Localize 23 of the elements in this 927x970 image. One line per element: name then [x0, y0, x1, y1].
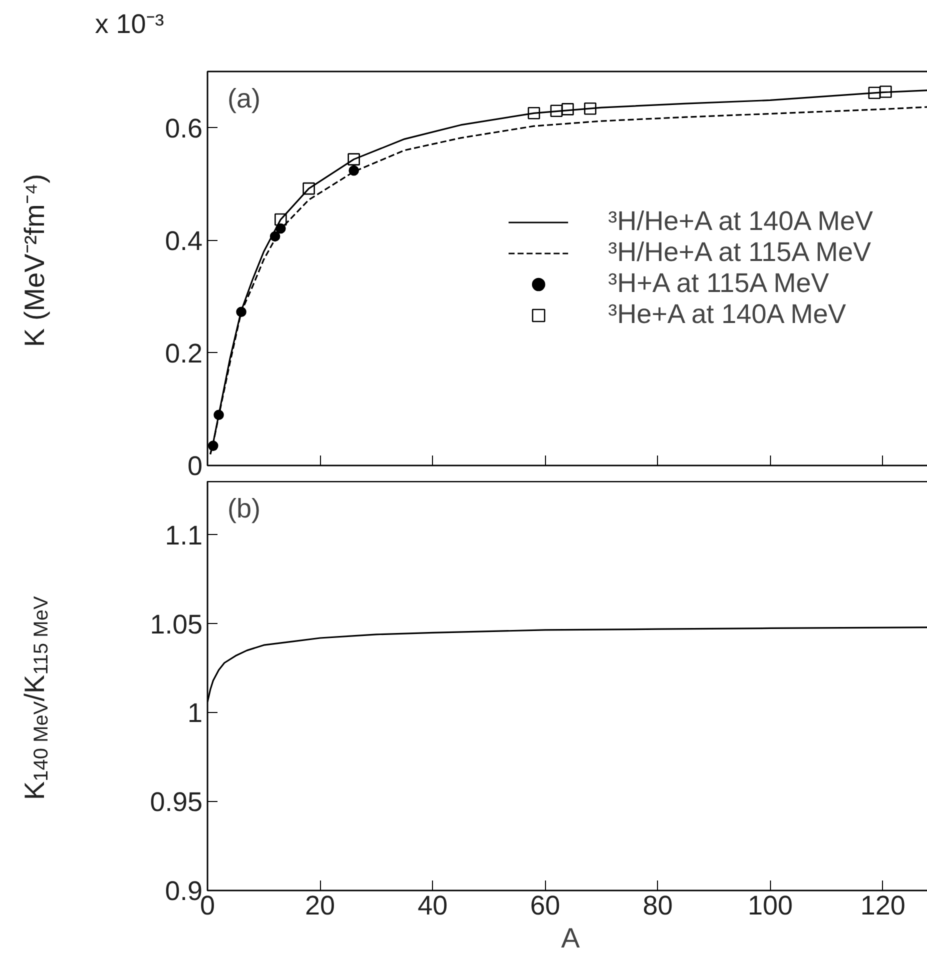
legend-label: ³H/He+A at 140A MeV	[608, 206, 873, 237]
y-tick-label: 0.95	[150, 787, 203, 818]
x-tick-label: 20	[305, 890, 336, 920]
y-tick-label: 0	[187, 451, 203, 481]
y-tick-label: 1.1	[164, 520, 203, 550]
y-tick-label: 0.6	[164, 113, 203, 144]
legend-label: ³H/He+A at 115A MeV	[608, 237, 871, 268]
y-tick-label: 1	[187, 698, 203, 728]
x-axis-title: A	[561, 922, 580, 954]
x-tick-label: 100	[748, 890, 793, 920]
y-axis-title: K (MeV⁻²fm⁻⁴)	[18, 174, 51, 348]
text: x 10⁻³	[95, 8, 164, 41]
legend-label: ³H+A at 115A MeV	[608, 268, 829, 299]
x-tick-label: 80	[642, 890, 673, 920]
x-tick-label: 40	[418, 890, 448, 920]
y-tick-label: 0.2	[164, 338, 203, 368]
y-tick-label: 1.05	[150, 609, 203, 640]
annotation: (b)	[228, 494, 260, 524]
x-tick-label: 60	[530, 890, 560, 920]
annotation: (a)	[228, 84, 260, 114]
legend-label: ³He+A at 140A MeV	[608, 299, 846, 330]
x-tick-label: 120	[860, 890, 906, 920]
y-tick-label: 0.4	[164, 226, 203, 256]
